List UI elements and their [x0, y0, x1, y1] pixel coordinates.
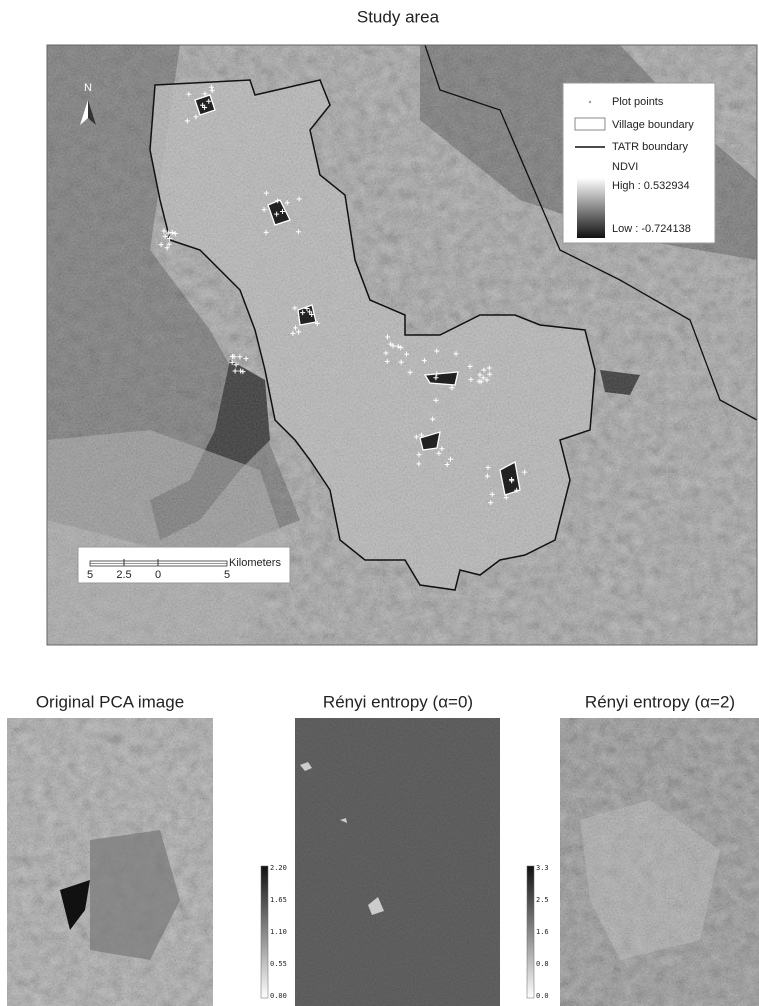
legend-item: Plot points: [612, 96, 664, 108]
entropy-2-image: [560, 718, 759, 1006]
pca-image: [7, 718, 213, 1006]
scale-label: 2.5: [116, 569, 131, 581]
scale-label: 5: [87, 569, 93, 581]
north-label: N: [84, 82, 92, 94]
colorbar-label: 1.6: [536, 928, 549, 936]
scale-bar: 5 2.5 0 5 Kilometers: [78, 547, 290, 583]
figure: Study area N Plot points: [0, 0, 759, 1006]
colorbar-label: 0.0: [536, 992, 549, 1000]
scale-label: 5: [224, 569, 230, 581]
colorbar: 3.3 2.5 1.6 0.8 0.0: [527, 864, 549, 1000]
figure-title: Study area: [357, 7, 440, 26]
colorbar-label: 0.8: [536, 960, 549, 968]
colorbar-label: 1.10: [270, 928, 287, 936]
legend-ndvi: NDVI: [612, 161, 638, 173]
legend-low: Low : -0.724138: [612, 223, 691, 235]
scale-label: 0: [155, 569, 161, 581]
legend-item: Village boundary: [612, 119, 694, 131]
panel-title: Original PCA image: [36, 692, 184, 711]
panel-title: Rényi entropy (α=0): [323, 692, 473, 711]
colorbar-label: 3.3: [536, 864, 549, 872]
legend-high: High : 0.532934: [612, 180, 690, 192]
colorbar-label: 2.20: [270, 864, 287, 872]
colorbar-label: 0.00: [270, 992, 287, 1000]
entropy-0-image: [295, 718, 500, 1006]
scale-unit: Kilometers: [229, 557, 281, 569]
colorbar-label: 1.65: [270, 896, 287, 904]
colorbar: 2.20 1.65 1.10 0.55 0.00: [261, 864, 287, 1000]
colorbar-label: 0.55: [270, 960, 287, 968]
panel-title: Rényi entropy (α=2): [585, 692, 735, 711]
colorbar-label: 2.5: [536, 896, 549, 904]
legend: Plot points Village boundary TATR bounda…: [563, 83, 715, 243]
legend-item: TATR boundary: [612, 141, 689, 153]
